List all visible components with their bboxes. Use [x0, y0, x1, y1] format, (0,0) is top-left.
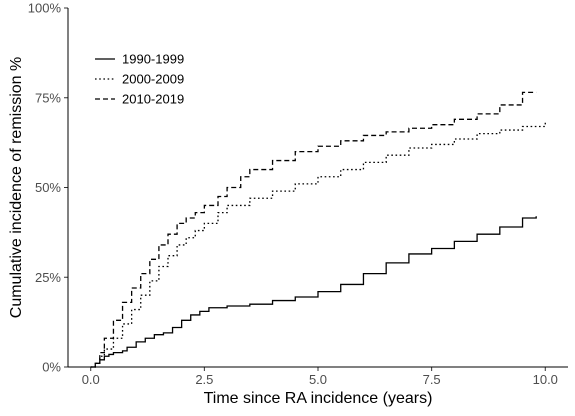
- x-tick-label: 2.5: [195, 372, 213, 387]
- y-axis-title: Cumulative incidence of remission %: [8, 57, 25, 318]
- legend: 1990-1999 2000-2009 2010-2019: [95, 52, 184, 107]
- x-axis-title: Time since RA incidence (years): [204, 390, 433, 407]
- y-tick-label: 0%: [42, 360, 61, 375]
- y-tick-label: 100%: [28, 1, 62, 16]
- y-tick-label: 50%: [35, 180, 61, 195]
- series-line-2010-2019: [90, 91, 537, 368]
- y-axis-ticks: 0% 25% 50% 75% 100%: [28, 1, 68, 375]
- x-tick-label: 10.0: [533, 372, 558, 387]
- x-tick-label: 5.0: [309, 372, 327, 387]
- series-line-1990-1999: [90, 216, 537, 368]
- x-axis-ticks: 0.0 2.5 5.0 7.5 10.0: [82, 367, 558, 387]
- x-tick-label: 7.5: [423, 372, 441, 387]
- series-line-2000-2009: [90, 121, 546, 368]
- legend-label: 1990-1999: [122, 52, 184, 67]
- y-tick-label: 75%: [35, 90, 61, 105]
- x-tick-label: 0.0: [82, 372, 100, 387]
- legend-label: 2000-2009: [122, 72, 184, 87]
- series-lines: [90, 91, 546, 368]
- y-tick-label: 25%: [35, 270, 61, 285]
- legend-label: 2010-2019: [122, 92, 184, 107]
